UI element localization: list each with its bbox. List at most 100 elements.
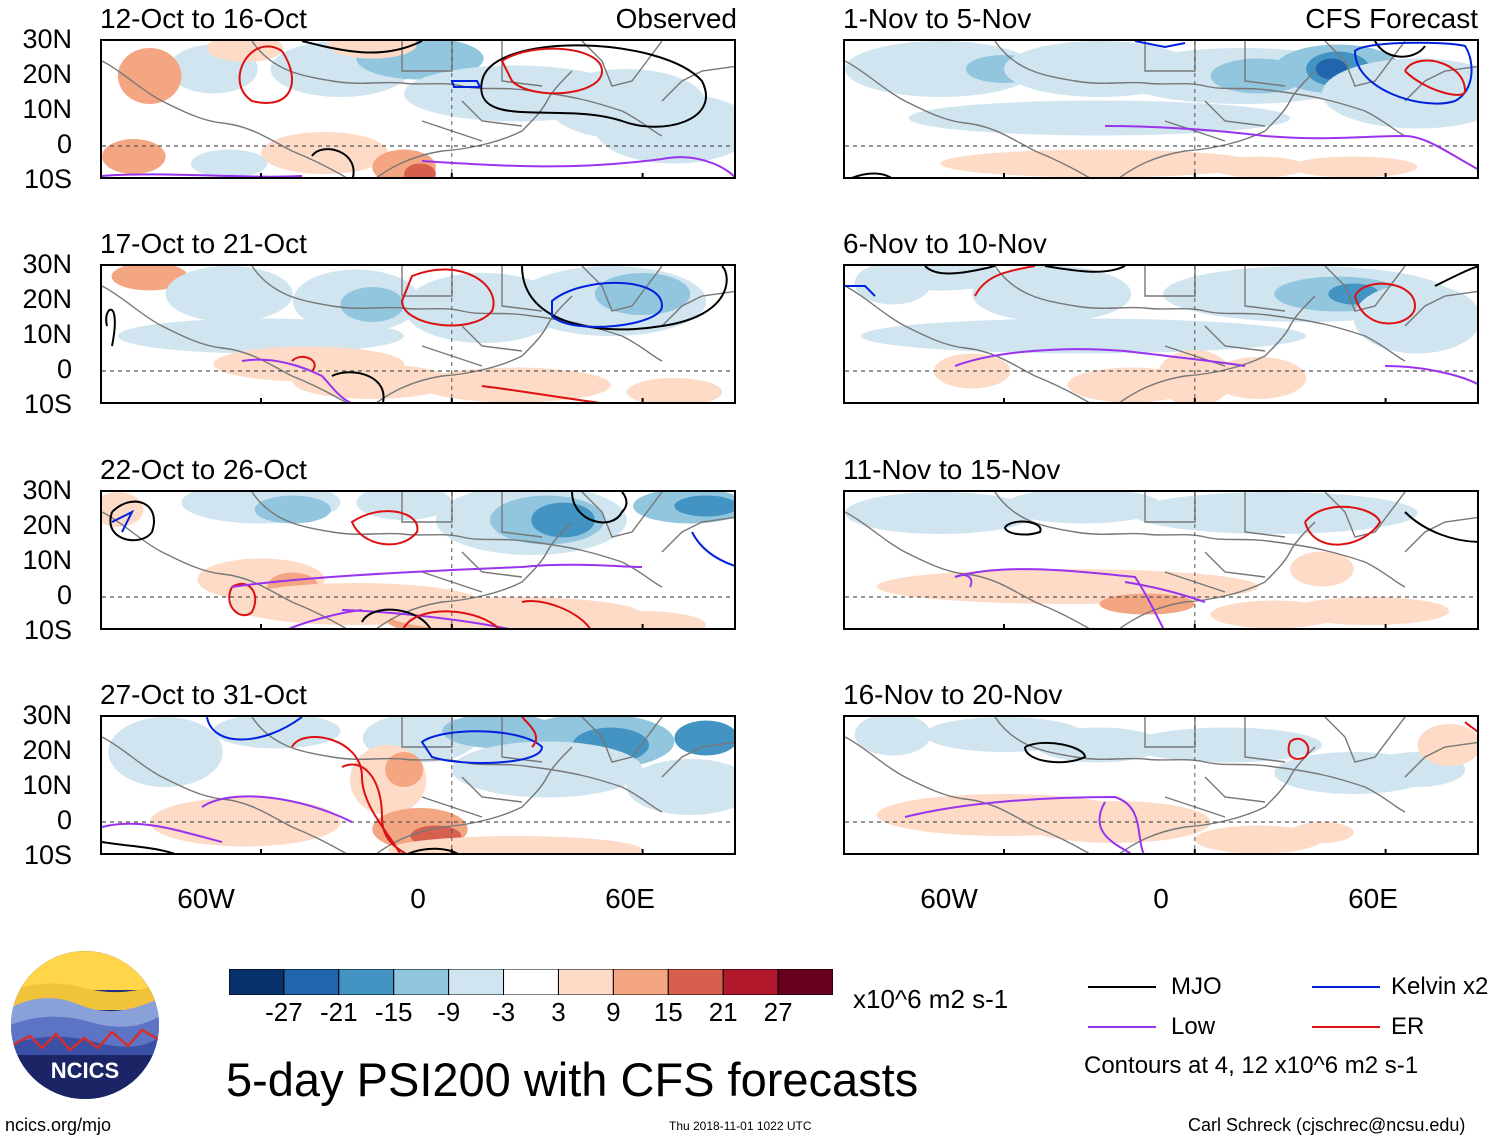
- wave-contour: [1004, 520, 1042, 536]
- lat-tick-label: 30N: [22, 700, 72, 730]
- colorbar-tick-label: 9: [606, 997, 621, 1027]
- coastline: [1404, 741, 1477, 778]
- wave-contour: [105, 308, 116, 347]
- psi-anomaly-region: [1131, 492, 1418, 534]
- psi-anomaly-region: [1004, 492, 1163, 524]
- psi-anomaly-region: [1290, 551, 1354, 587]
- map-panel-obs-2: [100, 264, 736, 404]
- coastline: [581, 266, 663, 312]
- psi-anomaly-region: [327, 41, 417, 59]
- wave-contour: [231, 563, 643, 628]
- wave-contour: [1024, 741, 1087, 764]
- lat-tick-label: 20N: [22, 284, 72, 314]
- wave-contour: [974, 266, 1036, 297]
- coastline: [401, 41, 543, 87]
- wave-contour: [291, 355, 316, 372]
- psi-anomaly-region: [385, 752, 424, 787]
- units-label: x10^6 m2 s-1: [853, 984, 1009, 1014]
- psi-anomaly-region: [1035, 727, 1163, 763]
- psi-anomaly-region: [108, 717, 223, 787]
- colorbar-swatch: [448, 969, 505, 995]
- panel-title-fc-1: 1-Nov to 5-Nov: [843, 3, 1032, 34]
- logo-text: NCICS: [51, 1058, 119, 1083]
- lon-tick-label: 0: [1153, 883, 1169, 914]
- lon-tick-label: 60W: [177, 883, 235, 914]
- wave-contour: [1304, 505, 1382, 546]
- coastline: [661, 741, 734, 778]
- psi-anomaly-region: [1417, 724, 1477, 766]
- colorbar-tick-label: 27: [763, 997, 793, 1027]
- lat-tick-label: 10S: [23, 615, 72, 645]
- psi-anomaly-region: [1099, 593, 1195, 615]
- coastline: [1404, 516, 1477, 553]
- wave-contour: [291, 736, 401, 853]
- coastline: [1144, 717, 1286, 763]
- wave-contour: [102, 795, 353, 843]
- panel-title-fc-2: 6-Nov to 10-Nov: [843, 228, 1047, 259]
- coastline: [994, 266, 1406, 362]
- lat-tick-label: 20N: [22, 735, 72, 765]
- wave-contour: [102, 841, 459, 853]
- psi-anomaly-region: [626, 759, 734, 815]
- psi-anomaly-region: [191, 149, 268, 177]
- lat-tick-label: 0: [56, 129, 72, 159]
- wave-contour: [206, 717, 303, 741]
- lat-tick-label: 30N: [22, 249, 72, 279]
- psi-anomaly-region: [102, 139, 166, 174]
- legend-line-mjo: [1088, 986, 1156, 988]
- psi-anomaly-region: [876, 266, 1004, 291]
- psi-anomaly-region: [579, 611, 707, 628]
- map-panel-obs-3: [100, 490, 736, 630]
- panel-title-obs-2: 17-Oct to 21-Oct: [100, 228, 307, 259]
- chart-title: 5-day PSI200 with CFS forecasts: [226, 1053, 919, 1106]
- psi-anomaly-region: [674, 720, 734, 756]
- wave-contour: [481, 385, 600, 402]
- colorbar-swatch: [283, 969, 340, 995]
- panel-title-obs-4: 27-Oct to 31-Oct: [100, 679, 307, 710]
- coastline: [401, 266, 543, 312]
- psi-anomaly-region: [1353, 283, 1477, 354]
- wave-contour: [1287, 737, 1310, 760]
- psi-anomaly-region: [1322, 58, 1477, 129]
- colorbar-swatch: [612, 969, 669, 995]
- coastline: [1144, 266, 1286, 312]
- coastline: [1324, 717, 1406, 763]
- coastline: [102, 60, 347, 177]
- coastline: [581, 492, 663, 538]
- lat-tick-label: 10N: [22, 545, 72, 575]
- lat-tick-label: 10N: [22, 319, 72, 349]
- psi-anomaly-region: [940, 149, 1259, 177]
- coastline: [1404, 65, 1477, 102]
- lat-tick-label: 0: [56, 580, 72, 610]
- wave-contour: [1104, 125, 1477, 170]
- lat-tick-label: 10S: [23, 164, 72, 194]
- wave-contour: [851, 172, 892, 177]
- psi-anomaly-region: [292, 364, 452, 399]
- psi-anomaly-region: [1210, 156, 1307, 177]
- coastline: [251, 492, 663, 588]
- colorbar-tick-label: -9: [437, 997, 461, 1027]
- colorbar-swatch: [393, 969, 450, 995]
- wave-contour: [1464, 721, 1477, 733]
- wave-contour: [1374, 41, 1426, 58]
- coastline: [994, 492, 1406, 588]
- wave-contour: [904, 795, 1145, 853]
- ncics-logo: NCICS: [10, 950, 160, 1100]
- psi-anomaly-region: [404, 163, 436, 177]
- lat-tick-label: 10N: [22, 94, 72, 124]
- footer-author: Carl Schreck (cjschrec@ncsu.edu): [1188, 1115, 1466, 1135]
- map-panel-fc-2: [843, 264, 1479, 404]
- legend-label-kelvin: Kelvin x2: [1391, 973, 1489, 1000]
- colorbar-tick-label: 15: [653, 997, 683, 1027]
- lon-tick-label: 60W: [920, 883, 978, 914]
- wave-contour: [954, 568, 1165, 628]
- lon-tick-label: 60E: [605, 883, 655, 914]
- wave-contour: [450, 80, 482, 88]
- wave-contour: [500, 47, 604, 95]
- psi-anomaly-region: [261, 132, 389, 174]
- lat-tick-label: 20N: [22, 59, 72, 89]
- wave-contour: [1134, 41, 1186, 49]
- wave-contour: [954, 348, 1477, 385]
- wave-contour: [109, 500, 155, 542]
- colorbar-swatch: [503, 969, 559, 995]
